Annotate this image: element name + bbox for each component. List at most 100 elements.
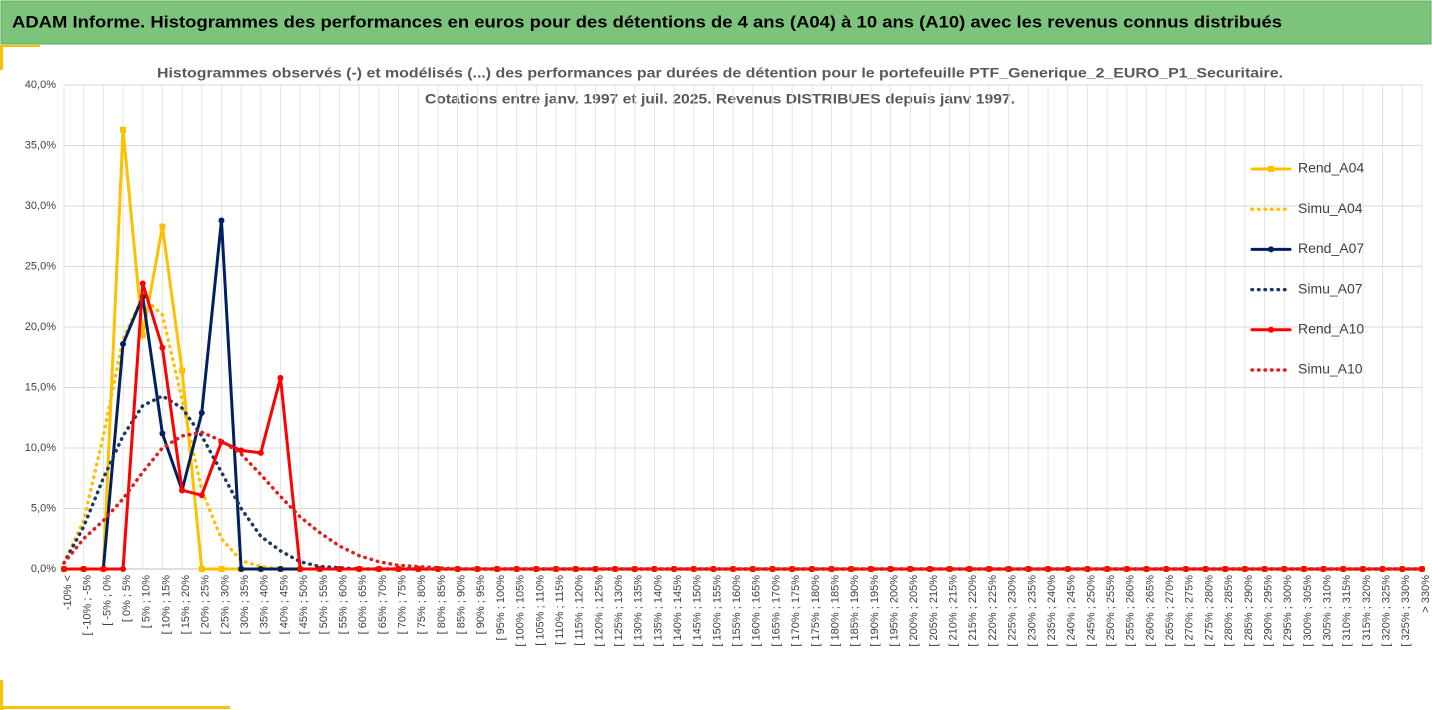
series-line — [62, 430, 1424, 571]
marker — [238, 566, 245, 572]
x-tick-label: [ 70% ; 75% — [396, 575, 408, 635]
legend-marker — [1268, 246, 1274, 253]
marker — [159, 344, 166, 351]
marker — [1241, 566, 1248, 572]
x-tick-label: [ 25% ; 30% — [219, 575, 231, 635]
x-tick-label: [ 125% ; 130% — [613, 575, 625, 647]
marker — [336, 566, 343, 572]
y-tick-label: 40,0% — [25, 79, 56, 91]
x-tick-label: [ 105% ; 110% — [534, 575, 546, 646]
marker — [198, 566, 205, 572]
y-tick-label: 10,0% — [25, 442, 56, 454]
x-tick-label: [ 140% ; 145% — [672, 575, 684, 647]
chart-title: Cotations entre janv. 1997 et juil. 2025… — [425, 91, 1015, 107]
x-tick-label: [ 35% ; 40% — [259, 575, 271, 635]
marker — [513, 566, 520, 572]
marker — [1419, 566, 1425, 572]
marker — [198, 492, 205, 499]
x-tick-label: [ 130% ; 135% — [633, 575, 645, 647]
x-tick-label: [ 50% ; 55% — [318, 575, 330, 635]
marker — [375, 566, 382, 572]
legend-label: Rend_A10 — [1298, 321, 1364, 337]
x-tick-label: [ 120% ; 125% — [593, 575, 605, 647]
x-tick-label: [ 325% ; 330% — [1400, 575, 1412, 647]
marker — [198, 409, 205, 416]
x-tick-label: [ 175% ; 180% — [810, 575, 822, 647]
x-tick-label: [ 285% ; 290% — [1243, 575, 1255, 647]
x-tick-label: [ 180% ; 185% — [829, 575, 841, 647]
x-tick-label: [ 135% ; 140% — [652, 575, 664, 647]
x-tick-label: [ 205% ; 210% — [928, 575, 940, 647]
marker — [159, 430, 166, 437]
x-tick-label: [ 190% ; 195% — [869, 575, 881, 647]
marker — [553, 566, 560, 572]
marker — [1182, 566, 1189, 572]
x-tick-label: [ 275% ; 280% — [1203, 575, 1215, 647]
x-tick-label: [ 150% ; 155% — [711, 575, 723, 647]
x-tick-label: [ 255% ; 260% — [1125, 575, 1137, 647]
marker — [572, 566, 579, 572]
x-tick-label: [ 225% ; 230% — [1007, 575, 1019, 647]
x-tick-label: [ -10% ; -5% — [82, 575, 94, 636]
x-tick-label: [ 270% ; 275% — [1184, 575, 1196, 647]
legend-label: Simu_A10 — [1298, 361, 1363, 377]
marker — [61, 566, 67, 572]
x-tick-label: [ 195% ; 200% — [889, 575, 901, 647]
marker — [257, 449, 264, 456]
marker — [493, 566, 500, 572]
marker — [297, 566, 304, 572]
x-tick-label: [ 95% ; 100% — [495, 575, 507, 641]
x-tick-label: [ 65% ; 70% — [377, 575, 389, 635]
marker — [139, 280, 146, 287]
legend-label: Rend_A04 — [1298, 160, 1364, 176]
legend-marker — [1268, 326, 1274, 333]
y-tick-label: 25,0% — [25, 260, 56, 272]
x-tick-label: [ 200% ; 205% — [908, 575, 920, 647]
marker — [80, 566, 87, 572]
x-tick-label: [ 115% ; 120% — [574, 575, 586, 646]
x-tick-label: [ 155% ; 160% — [731, 575, 743, 647]
marker — [356, 566, 363, 572]
x-tick-label: [ 30% ; 35% — [239, 575, 251, 635]
x-tick-label: [ 320% ; 325% — [1381, 575, 1393, 647]
marker — [1281, 566, 1288, 572]
y-tick-label: 20,0% — [25, 321, 56, 333]
chart-title: Histogrammes observés (-) et modélisés (… — [157, 65, 1283, 81]
x-tick-label: [ 90% ; 95% — [475, 575, 487, 635]
x-tick-label: [ 245% ; 250% — [1085, 575, 1097, 647]
x-tick-label: [ -5% ; 0% — [101, 575, 113, 626]
marker — [1261, 566, 1268, 572]
y-tick-label: 35,0% — [25, 139, 56, 151]
x-tick-label: [ 15% ; 20% — [180, 575, 192, 635]
x-tick-label: [ 240% ; 245% — [1066, 575, 1078, 647]
marker — [120, 126, 127, 133]
x-tick-label: [ 310% ; 315% — [1341, 575, 1353, 647]
marker — [533, 566, 540, 572]
legend-marker — [1268, 166, 1274, 172]
marker — [1222, 566, 1229, 572]
marker — [218, 217, 225, 224]
x-tick-label: [ 210% ; 215% — [948, 575, 960, 647]
x-tick-label: [ 170% ; 175% — [790, 575, 802, 647]
x-tick-label: [ 215% ; 220% — [967, 575, 979, 647]
marker — [277, 374, 284, 381]
x-tick-label: [ 305% ; 310% — [1322, 575, 1334, 647]
marker — [238, 447, 245, 454]
y-tick-label: 30,0% — [25, 200, 56, 212]
x-tick-label: [ 75% ; 80% — [416, 575, 428, 635]
marker — [120, 566, 127, 572]
header-title: ADAM Informe. Histogrammes des performan… — [12, 12, 1282, 31]
x-tick-label: [ 60% ; 65% — [357, 575, 369, 635]
marker — [257, 566, 264, 572]
x-tick-label: [ 80% ; 85% — [436, 575, 448, 635]
marker — [159, 223, 166, 230]
marker — [100, 566, 107, 572]
corner-accent — [0, 706, 230, 709]
x-tick-label: [ 45% ; 50% — [298, 575, 310, 635]
x-tick-label: [ 220% ; 225% — [987, 575, 999, 647]
y-tick-label: 0,0% — [31, 563, 56, 575]
x-tick-label: [ 315% ; 320% — [1361, 575, 1373, 647]
x-tick-label: [ 230% ; 235% — [1026, 575, 1038, 647]
